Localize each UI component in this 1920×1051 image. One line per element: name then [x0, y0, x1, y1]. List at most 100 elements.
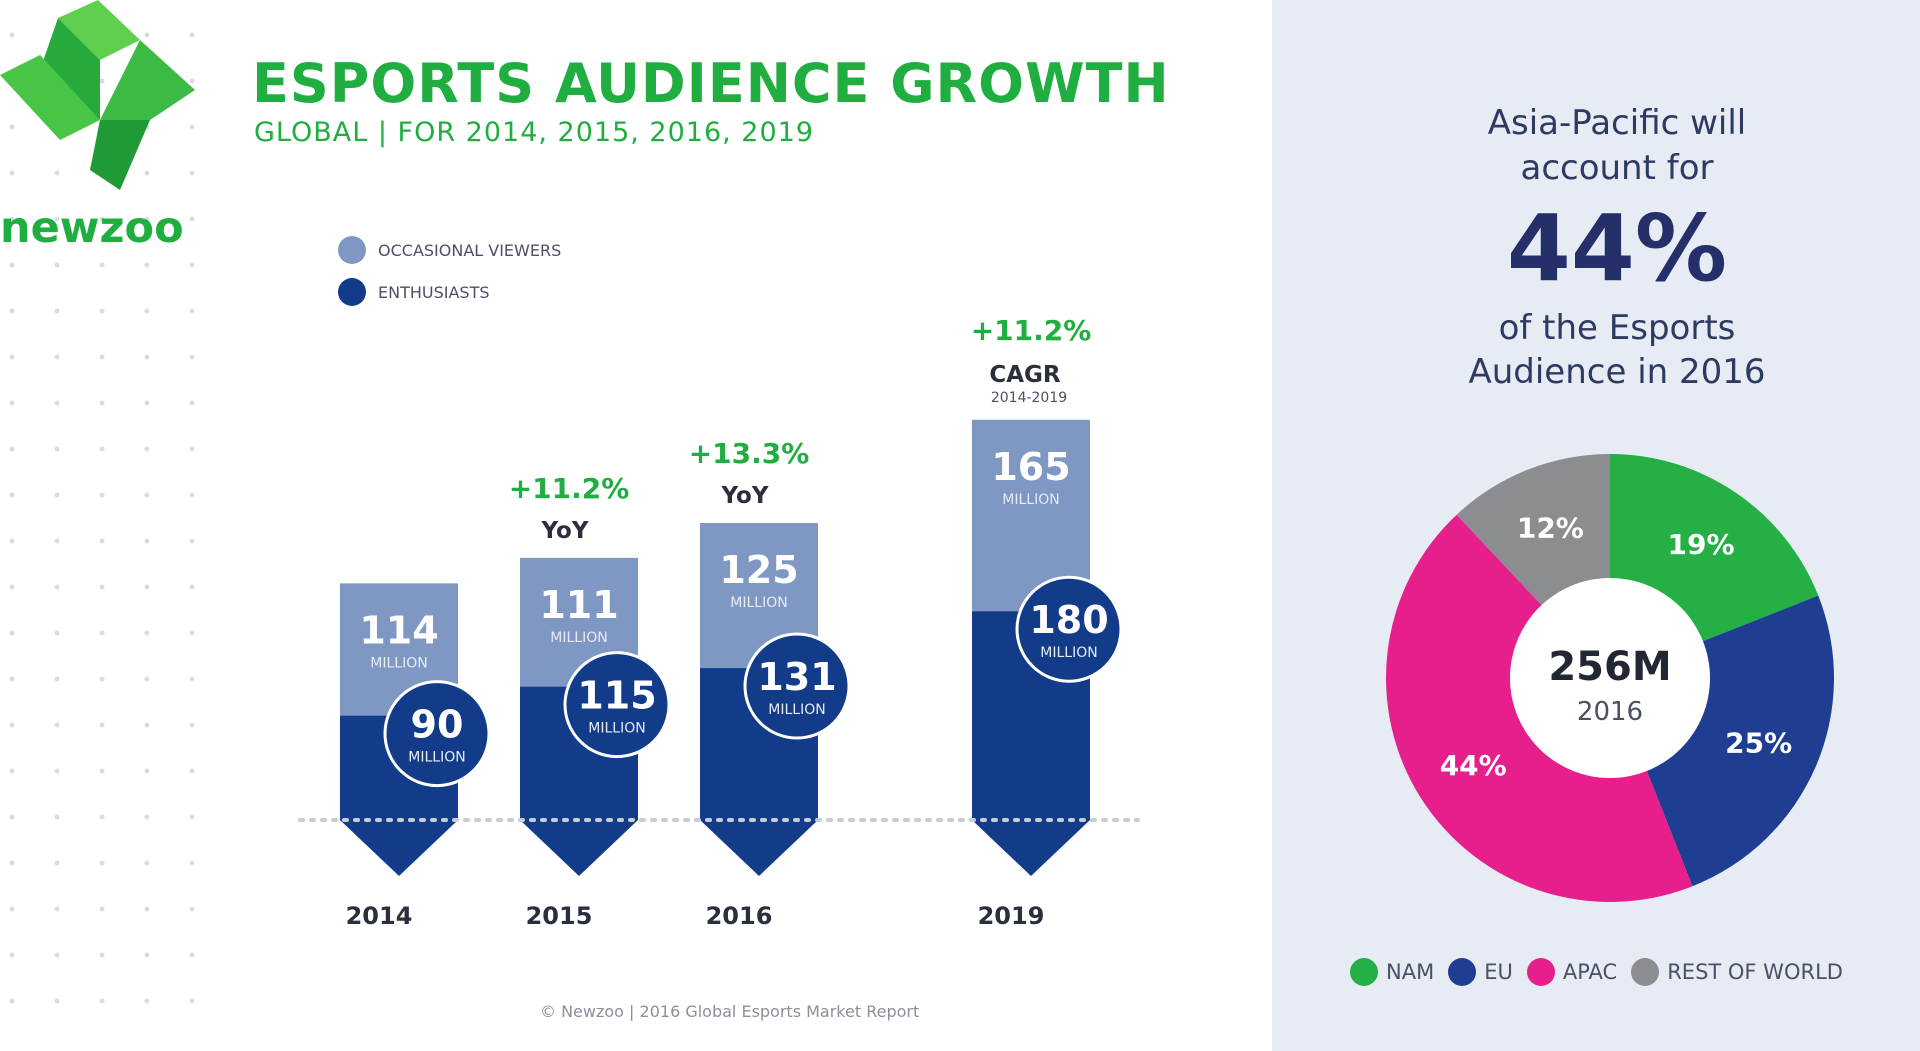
background-dot	[99, 630, 105, 636]
background-dot	[54, 952, 60, 958]
background-dot	[144, 262, 150, 268]
background-dot	[9, 262, 15, 268]
legend-label-rest-of-world: REST OF WORLD	[1667, 960, 1843, 984]
background-dot	[144, 584, 150, 590]
donut-label-eu: 25%	[1725, 726, 1792, 759]
background-dot	[189, 768, 195, 774]
background-dot	[54, 400, 60, 406]
background-dot	[54, 538, 60, 544]
page-subtitle: GLOBAL | FOR 2014, 2015, 2016, 2019	[254, 117, 815, 148]
callout-line-2: account for	[1520, 148, 1714, 188]
donut-label-nam: 19%	[1668, 528, 1735, 561]
background-dot	[144, 952, 150, 958]
background-dot	[189, 584, 195, 590]
x-tick-2019: 2019	[978, 902, 1045, 930]
bar-arrow-2015	[520, 820, 638, 876]
growth-kind-2019: CAGR	[989, 362, 1061, 388]
background-dot	[9, 32, 15, 38]
background-dot	[99, 538, 105, 544]
background-dot	[189, 630, 195, 636]
background-dot	[54, 262, 60, 268]
background-dot	[99, 768, 105, 774]
background-dot	[54, 630, 60, 636]
background-dot	[144, 630, 150, 636]
occasional-value-2019: 165	[991, 445, 1070, 489]
background-dot	[99, 446, 105, 452]
legend-dot-rest-of-world-icon	[1631, 958, 1660, 986]
background-dot	[99, 906, 105, 912]
growth-kind-2016: YoY	[721, 483, 769, 509]
background-dot	[99, 860, 105, 866]
background-dot	[189, 400, 195, 406]
occasional-value-2014: 114	[359, 608, 438, 652]
background-dot	[144, 722, 150, 728]
occasional-value-2016: 125	[719, 548, 798, 592]
background-dot	[9, 814, 15, 820]
background-dot	[9, 308, 15, 314]
background-dot	[189, 32, 195, 38]
background-dot	[144, 308, 150, 314]
brand-wordmark: newzoo	[0, 203, 184, 253]
background-dot	[189, 538, 195, 544]
callout-line-4: Audience in 2016	[1468, 352, 1766, 392]
background-dot	[9, 124, 15, 130]
background-dot	[189, 216, 195, 222]
legend-label-apac: APAC	[1562, 960, 1618, 984]
background-dot	[99, 400, 105, 406]
legend-label-eu: EU	[1484, 960, 1513, 984]
background-dot	[54, 998, 60, 1004]
background-dot	[189, 492, 195, 498]
legend-label-nam: NAM	[1386, 960, 1435, 984]
callout-line-1: Asia-Pacific will	[1487, 103, 1747, 143]
occasional-value-2015: 111	[539, 583, 618, 627]
enthusiast-badge-2019	[1015, 575, 1123, 683]
background-dot	[144, 676, 150, 682]
background-dot	[9, 354, 15, 360]
background-dot	[144, 354, 150, 360]
legend-dot-eu-icon	[1448, 958, 1477, 986]
background-dot	[9, 768, 15, 774]
background-dot	[99, 216, 105, 222]
background-dot	[9, 676, 15, 682]
background-dot	[9, 630, 15, 636]
background-dot	[99, 814, 105, 820]
background-dot	[189, 906, 195, 912]
enthusiast-badge-2016	[743, 632, 851, 740]
growth-value-2015: +11.2%	[509, 472, 630, 505]
background-dot	[54, 722, 60, 728]
background-dot	[144, 32, 150, 38]
background-dot	[9, 170, 15, 176]
background-dot	[189, 78, 195, 84]
x-tick-2014: 2014	[346, 902, 413, 930]
background-dot	[99, 676, 105, 682]
background-dot	[144, 860, 150, 866]
enthusiast-value-2014: 90	[411, 703, 464, 747]
occasional-unit-2019: MILLION	[1002, 492, 1059, 508]
enthusiast-value-2016: 131	[757, 655, 836, 699]
legend-dot-apac-icon	[1526, 958, 1555, 986]
background-dot	[54, 492, 60, 498]
occasional-unit-2015: MILLION	[550, 630, 607, 646]
legend-label-0: OCCASIONAL VIEWERS	[378, 241, 561, 260]
legend-item-nam: NAM	[1350, 958, 1434, 986]
background-dot	[189, 262, 195, 268]
background-dot	[99, 998, 105, 1004]
background-dot	[9, 492, 15, 498]
background-dot	[144, 492, 150, 498]
regional-share-donut-chart: 19% 25% 44% 12% 256M 2016	[1386, 454, 1834, 902]
background-dot	[9, 722, 15, 728]
background-dot	[54, 860, 60, 866]
background-dot	[9, 400, 15, 406]
enthusiast-value-2019: 180	[1029, 598, 1108, 642]
background-dot	[99, 492, 105, 498]
background-dot	[99, 584, 105, 590]
background-dot	[189, 998, 195, 1004]
legend-item-rest-of-world: REST OF WORLD	[1631, 958, 1843, 986]
background-dot	[144, 216, 150, 222]
background-dot	[9, 906, 15, 912]
legend-swatch-0	[338, 236, 366, 264]
callout-percentage: 44%	[1506, 195, 1728, 302]
legend-swatch-1	[338, 278, 366, 306]
background-dot	[99, 952, 105, 958]
background-dot	[189, 446, 195, 452]
